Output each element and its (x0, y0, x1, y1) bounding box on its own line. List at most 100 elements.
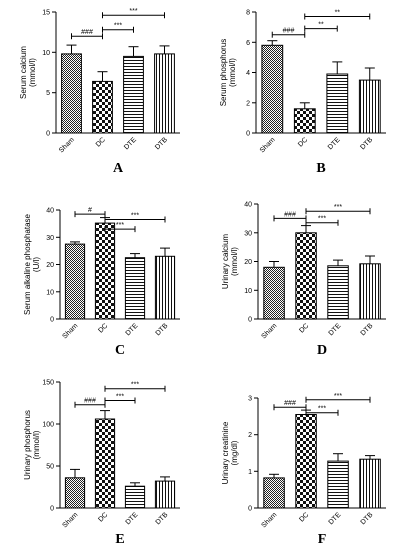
y-tick-label: 50 (46, 464, 54, 471)
y-axis-title: Serum phosphorus(mmol/l) (219, 39, 237, 107)
category-label: Sham (259, 136, 277, 154)
chart-panel-d: Sham DC DTE DTB 0 10 20 30 40 Urinary calcium(mmo… (221, 202, 386, 358)
y-axis-title-line: (mmol/l) (228, 58, 237, 87)
category-label: DTE (327, 136, 342, 151)
bar-sham (64, 243, 86, 320)
bar-dtb (359, 458, 381, 509)
y-tick-label: 3 (248, 396, 252, 403)
y-axis-title-line: Urinary calcium (221, 234, 230, 289)
y-axis-title: Serum calcium(mmol/l) (19, 46, 37, 99)
y-axis-title-line: (mg/dl) (230, 440, 239, 465)
bar-dte (326, 73, 349, 134)
category-label: DC (298, 511, 310, 523)
bar-sham (263, 477, 285, 509)
category-label: DC (298, 322, 310, 334)
y-axis-title-line: Serum phosphorus (219, 39, 228, 107)
y-tick-label: 10 (42, 50, 50, 57)
bar-dte (327, 265, 349, 320)
significance-label: *** (131, 382, 139, 389)
category-label: DC (95, 136, 107, 148)
significance-label: *** (318, 216, 326, 223)
y-axis-title: Serum alkaline phosphatase(U/l) (23, 213, 41, 315)
chart-panel-a: Sham DC DTE DTB 0 5 10 15 Serum calcium(mmol/l) #… (19, 8, 180, 176)
y-tick-label: 4 (246, 70, 250, 77)
bar-dte (327, 460, 349, 509)
significance-label: *** (334, 393, 342, 400)
panel-label: A (113, 161, 124, 176)
category-label: DC (297, 136, 309, 148)
category-label: DTB (154, 136, 169, 151)
category-label: DTE (328, 322, 343, 337)
y-tick-label: 6 (246, 40, 250, 47)
y-tick-label: 0 (246, 131, 250, 138)
y-tick-label: 20 (46, 262, 54, 269)
chart-panel-f: Sham DC DTE DTB 0 1 2 3 Urinary creatinine(mg/dl… (221, 393, 386, 547)
category-label: DTB (155, 511, 170, 526)
y-axis-title-line: Urinary phosphorus (23, 410, 32, 480)
significance-label: *** (129, 8, 137, 15)
category-label: Sham (58, 136, 76, 154)
category-label: DTB (155, 322, 170, 337)
category-label: Sham (62, 322, 80, 340)
significance-label: ### (283, 28, 295, 35)
y-axis-title-line: Serum alkaline phosphatase (23, 213, 32, 315)
bar-dc (94, 418, 116, 509)
bar-dte (124, 485, 146, 509)
category-label: DTB (360, 322, 375, 337)
bar-sham (61, 53, 82, 134)
y-tick-label: 0 (248, 317, 252, 324)
y-tick-label: 10 (244, 288, 252, 295)
significance-label: *** (116, 394, 124, 401)
bar-dc (295, 414, 317, 509)
significance-label: *** (114, 23, 122, 30)
significance-label: ** (318, 22, 324, 29)
bar-dc (295, 232, 317, 320)
panel-label: D (317, 343, 327, 358)
y-tick-label: 0 (50, 506, 54, 513)
chart-panel-b: Sham DC DTE DTB 0 2 4 6 8 Serum phosphorus(mmol/l… (219, 10, 386, 176)
y-tick-label: 2 (248, 432, 252, 439)
y-axis-title-line: (U/l) (32, 257, 41, 272)
bar-dc (94, 222, 116, 320)
y-tick-label: 2 (246, 100, 250, 107)
y-tick-label: 150 (42, 380, 54, 387)
y-tick-label: 1 (248, 469, 252, 476)
category-label: DC (97, 322, 109, 334)
bar-dtb (154, 480, 176, 509)
y-axis-title: Urinary calcium(mmol/l) (221, 234, 239, 289)
y-axis-title-line: (mmol/l) (28, 58, 37, 87)
panel-label: C (115, 343, 125, 358)
bar-dtb (154, 53, 175, 134)
bar-sham (64, 477, 86, 509)
significance-label: ### (284, 400, 296, 407)
significance-label: *** (318, 406, 326, 413)
significance-label: # (88, 207, 92, 214)
y-tick-label: 10 (46, 289, 54, 296)
chart-panel-e: Sham DC DTE DTB 0 50 100 150 Urinary phosphorus(… (23, 380, 180, 547)
bar-dc (92, 80, 113, 134)
bar-dtb (358, 79, 381, 134)
y-axis-title: Urinary creatinine(mg/dl) (221, 421, 239, 484)
y-axis-title-line: Urinary creatinine (221, 421, 230, 484)
y-tick-label: 0 (248, 506, 252, 513)
bar-dtb (154, 255, 176, 320)
panel-label: E (115, 532, 124, 547)
bar-sham (263, 266, 285, 320)
category-label: Sham (261, 322, 279, 340)
significance-label: ### (81, 29, 93, 36)
significance-label: *** (116, 222, 124, 229)
chart-panel-c: Sham DC DTE DTB 0 10 20 30 40 Serum alkaline phos… (23, 207, 180, 358)
y-axis-title-line: (mmol/l) (230, 247, 239, 276)
category-label: DC (97, 511, 109, 523)
y-tick-label: 30 (46, 235, 54, 242)
panel-label: B (316, 161, 325, 176)
category-label: Sham (62, 511, 80, 529)
y-tick-label: 40 (46, 208, 54, 215)
bar-dtb (359, 263, 381, 320)
category-label: DTE (123, 136, 138, 151)
significance-label: *** (131, 213, 139, 220)
bar-dte (124, 257, 146, 320)
panel-label: F (318, 532, 327, 547)
y-tick-label: 20 (244, 259, 252, 266)
